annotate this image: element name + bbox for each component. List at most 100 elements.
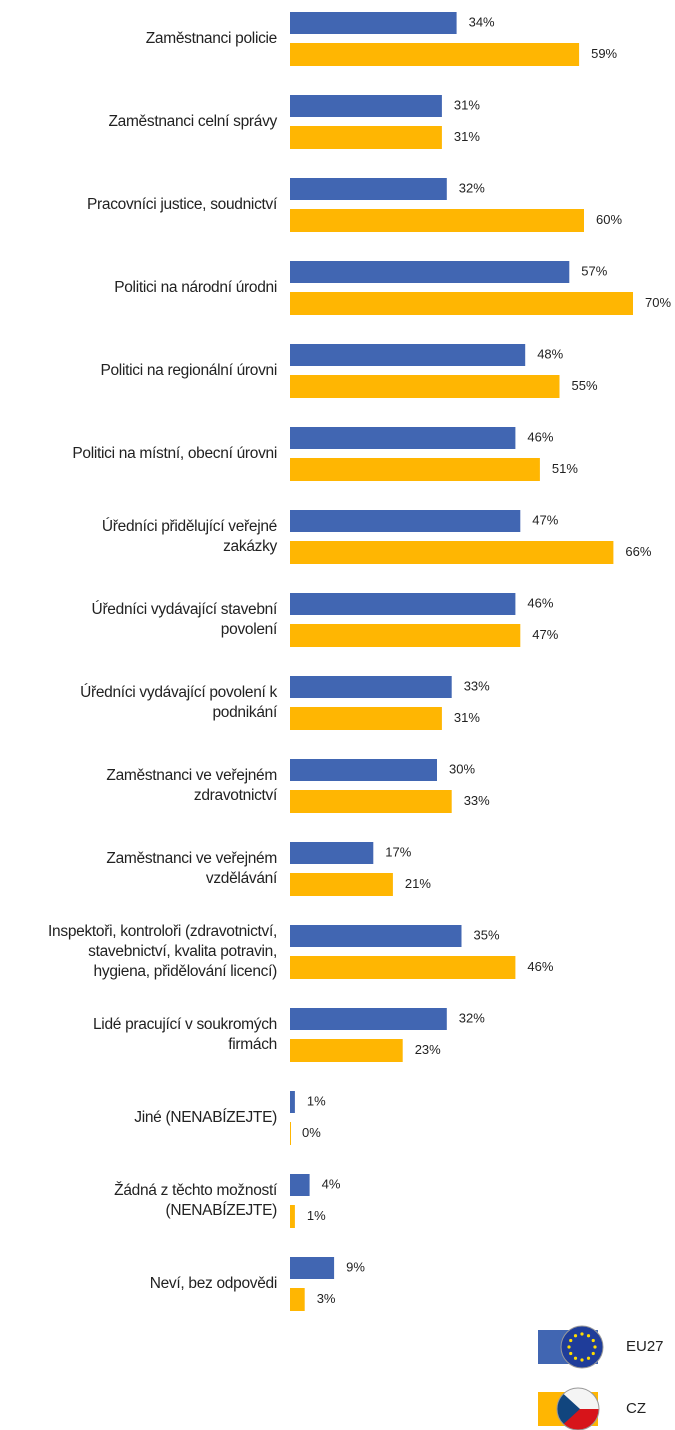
category-label: Žádná z těchto možností (NENABÍZEJTE) [114,1182,277,1219]
value-label: 47% [532,512,558,527]
value-label: 46% [527,595,553,610]
bar [290,707,442,730]
bar [290,261,570,283]
category-label: Zaměstnanci policie [145,30,278,47]
value-label: 33% [464,678,490,693]
legend-flag [561,1326,603,1368]
value-label: 31% [454,710,480,725]
bar [290,178,447,200]
category-label: Politici na místní, obecní úrovni [72,445,277,462]
flag-ring [556,1387,600,1430]
bar [290,1205,295,1228]
value-label: 57% [581,263,607,278]
category-label: Politici na regionální úrovni [100,362,277,379]
category-label: Politici na národní úrodni [114,279,277,296]
value-label: 0% [302,1125,321,1140]
category-label: Zaměstnanci ve veřejném vzdělávání [106,850,277,887]
value-label: 35% [474,927,500,942]
flag-ring [560,1325,604,1369]
value-label: 1% [307,1208,326,1223]
value-label: 31% [454,129,480,144]
flag-star [567,1345,571,1349]
value-label: 46% [527,959,553,974]
flag-star [591,1338,595,1343]
value-label: 32% [459,180,485,195]
category-label: Lidé pracující v soukromých firmách [92,1016,277,1053]
bar [290,1257,335,1279]
category-label: Zaměstnanci ve veřejném zdravotnictví [106,767,277,804]
bar [290,43,580,66]
category-label: Zaměstnanci celní správy [108,113,277,130]
bar [290,1091,295,1113]
flag-star [593,1345,597,1349]
value-label: 47% [532,627,558,642]
value-label: 66% [625,544,651,559]
category-label: Úředníci vydávající povolení k podnikání [80,684,277,721]
flag-star [569,1351,573,1356]
legend-label: EU27 [626,1338,664,1355]
value-label: 70% [645,295,671,310]
bar [290,427,516,449]
bar [290,956,516,979]
value-label: 3% [317,1291,336,1306]
bar [290,1008,447,1030]
value-label: 21% [405,876,431,891]
bar [290,1288,305,1311]
flag-star [586,1334,591,1338]
flag-star [586,1356,591,1360]
value-label: 32% [459,1010,485,1025]
value-label: 33% [464,793,490,808]
bar [290,292,633,315]
value-label: 60% [596,212,622,227]
flag-blue [557,1388,580,1430]
bar [290,759,437,781]
flag-star [580,1358,584,1362]
bar [290,541,614,564]
value-label: 31% [454,97,480,112]
bar [290,126,442,149]
category-label: Inspektoři, kontroloři (zdravotnictví, s… [48,923,277,980]
value-label: 17% [385,844,411,859]
value-label: 9% [346,1259,365,1274]
flag-bg [561,1326,603,1368]
bar [290,593,516,615]
bar [290,1122,291,1145]
bar [290,873,393,896]
legend-label: CZ [626,1400,646,1417]
bar [290,375,560,398]
value-label: 4% [322,1176,341,1191]
value-label: 48% [537,346,563,361]
bar [290,1174,310,1196]
value-label: 55% [572,378,598,393]
category-label: Neví, bez odpovědi [149,1275,278,1292]
value-label: 51% [552,461,578,476]
bar [290,95,442,117]
value-label: 30% [449,761,475,776]
bar [290,925,462,947]
value-label: 46% [527,429,553,444]
category-label: Jiné (NENABÍZEJTE) [134,1109,277,1126]
category-label: Úředníci přidělující veřejné zakázky [101,518,277,555]
value-label: 59% [591,46,617,61]
legend-flag [557,1388,599,1430]
value-label: 23% [415,1042,441,1057]
bar [290,209,584,232]
bar [290,458,540,481]
flag-star [569,1338,573,1343]
bar [290,1039,403,1062]
flag-star [591,1351,595,1356]
flag-star [580,1332,584,1336]
bar [290,842,374,864]
value-label: 1% [307,1093,326,1108]
bar [290,676,452,698]
flag-star [573,1356,578,1360]
category-label: Úředníci vydávající stavební povolení [91,601,278,638]
bar [290,12,457,34]
value-label: 34% [469,14,495,29]
bar [290,624,521,647]
bar [290,790,452,813]
bar [290,344,526,366]
bar [290,510,521,532]
